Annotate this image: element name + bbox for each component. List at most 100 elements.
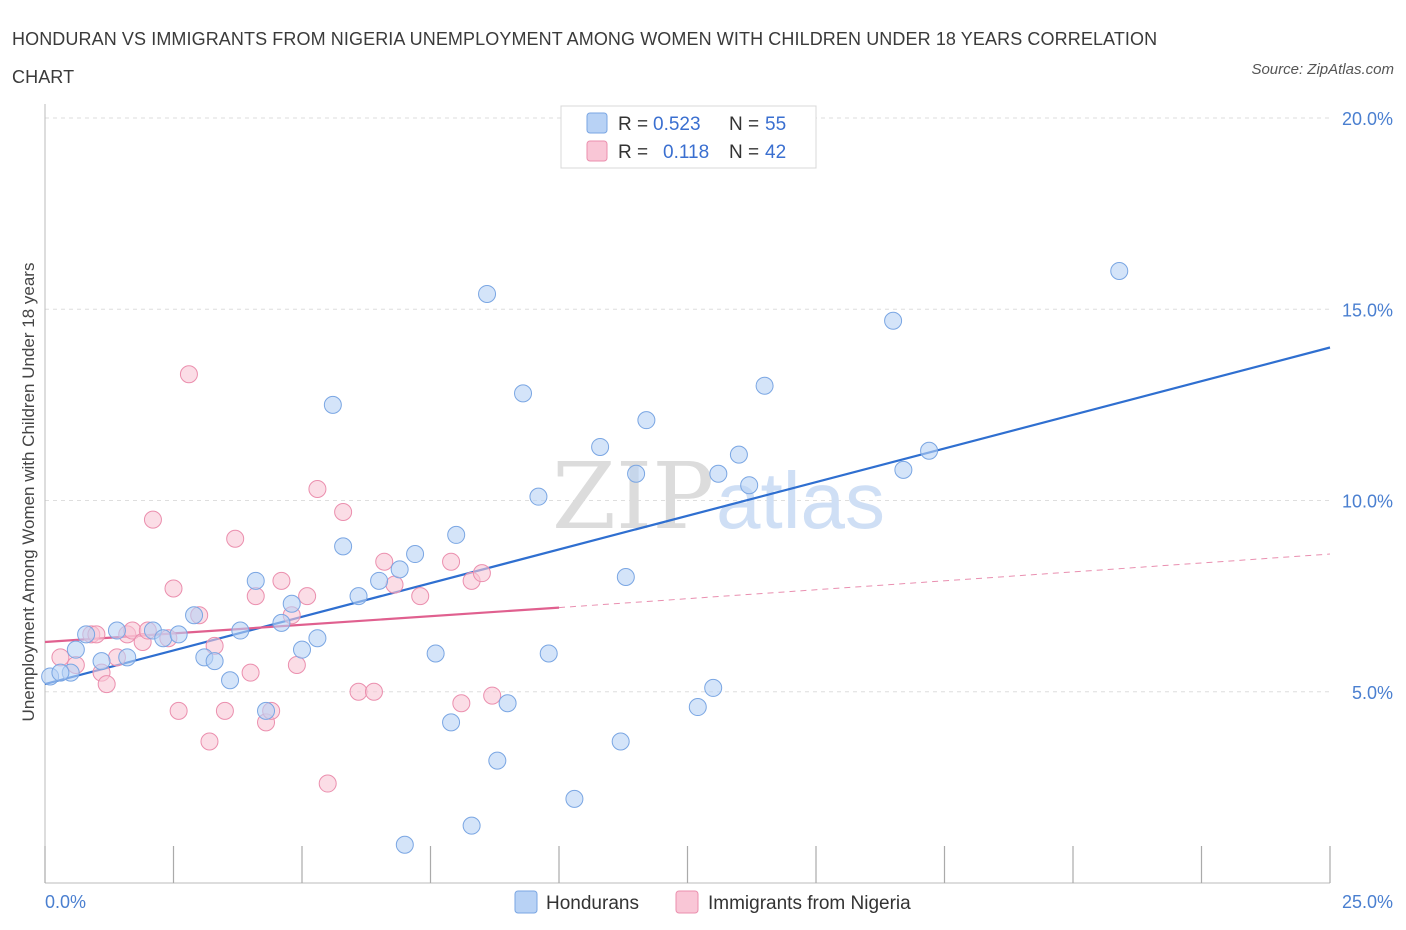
honduran-point: [92, 652, 111, 671]
honduran-point: [395, 835, 414, 854]
honduran-point: [334, 537, 353, 556]
nigeria-point: [318, 774, 337, 793]
honduran-point: [205, 652, 224, 671]
watermark: ZIP atlas: [552, 443, 885, 550]
legend-n-label-1: N =: [729, 114, 759, 135]
honduran-point: [478, 284, 497, 303]
nigeria-point: [272, 571, 291, 590]
honduran-point: [426, 644, 445, 663]
honduran-point: [406, 545, 425, 564]
honduran-point: [740, 476, 759, 495]
honduran-point: [591, 437, 610, 456]
source-label: Source: ZipAtlas.com: [1251, 61, 1394, 78]
honduran-point: [169, 625, 188, 644]
x-tick-label: 0.0%: [45, 892, 86, 912]
honduran-point: [894, 460, 913, 479]
honduran-point: [77, 625, 96, 644]
nigeria-point: [364, 682, 383, 701]
y-axis-title: Unemployment Among Women with Children U…: [19, 263, 38, 722]
honduran-point: [390, 560, 409, 579]
bottom-legend: Hondurans Immigrants from Nigeria: [514, 890, 911, 914]
nigeria-point: [143, 510, 162, 529]
honduran-point: [709, 464, 728, 483]
legend-r-value-2: 0.118: [663, 142, 709, 163]
nigeria-point: [200, 732, 219, 751]
nigeria-point: [215, 701, 234, 720]
nigeria-point: [169, 701, 188, 720]
honduran-point: [529, 487, 548, 506]
nigeria-point: [334, 502, 353, 521]
honduran-point: [442, 713, 461, 732]
honduran-point: [308, 629, 327, 648]
legend-n-value-2: 42: [765, 142, 786, 163]
honduran-point: [447, 525, 466, 544]
honduran-point: [257, 701, 276, 720]
legend-r-value-1: 0.523: [653, 114, 701, 135]
watermark-zip: ZIP: [552, 443, 714, 550]
nigeria-point: [241, 663, 260, 682]
nigeria-point: [385, 575, 404, 594]
honduran-point: [293, 640, 311, 659]
data-points: [41, 262, 1129, 854]
honduran-point: [514, 384, 533, 403]
nigeria-trend-extension: [558, 553, 1331, 609]
honduran-point: [107, 621, 126, 640]
axes: [44, 104, 1331, 884]
honduran-point: [704, 678, 723, 697]
nigeria-point: [375, 552, 394, 571]
bottom-legend-swatch-nigeria: [675, 890, 699, 914]
nigeria-point: [308, 480, 327, 499]
legend-r-label-2: R =: [618, 142, 648, 163]
legend: R = 0.523 N = 55 R = 0.118 N = 42: [560, 105, 817, 169]
nigeria-point: [287, 655, 306, 674]
nigeria-point: [164, 579, 183, 598]
legend-swatch-nigeria: [586, 140, 608, 162]
honduran-point: [462, 816, 481, 835]
nigeria-point: [226, 529, 245, 548]
honduran-point: [616, 568, 635, 586]
y-tick-label: 20.0%: [1342, 109, 1393, 129]
tick-labels: 5.0% 10.0% 15.0% 20.0% 0.0% 25.0%: [45, 109, 1393, 912]
bottom-legend-label-nigeria: Immigrants from Nigeria: [708, 893, 911, 914]
nigeria-point: [179, 365, 198, 384]
nigeria-point: [298, 587, 317, 606]
bottom-legend-label-hondurans: Hondurans: [546, 893, 639, 914]
honduran-point: [154, 629, 173, 648]
nigeria-point: [452, 694, 471, 713]
legend-swatch-hondurans: [586, 112, 608, 134]
nigeria-point: [51, 648, 70, 667]
honduran-point: [920, 441, 939, 460]
honduran-point: [282, 594, 301, 613]
honduran-point: [66, 640, 85, 659]
nigeria-point: [442, 552, 461, 571]
nigeria-point: [483, 686, 502, 705]
honduran-point: [118, 648, 137, 667]
honduran-point: [221, 671, 240, 690]
honduran-point: [637, 411, 656, 430]
honduran-point: [370, 571, 389, 590]
y-tick-label: 15.0%: [1342, 300, 1393, 320]
nigeria-point: [411, 587, 430, 606]
honduran-point: [729, 445, 748, 464]
nigeria-point: [246, 587, 265, 606]
watermark-atlas: atlas: [716, 456, 885, 545]
honduran-point: [498, 694, 517, 713]
nigeria-point: [97, 675, 116, 694]
honduran-point: [246, 571, 265, 590]
y-tick-label: 5.0%: [1352, 683, 1393, 703]
nigeria-point: [472, 564, 491, 583]
legend-n-value-1: 55: [765, 114, 786, 135]
honduran-point: [539, 644, 558, 663]
legend-n-label-2: N =: [729, 142, 759, 163]
honduran-point: [185, 606, 204, 625]
honduran-point: [231, 621, 250, 640]
gridlines: [45, 117, 1330, 693]
legend-r-label-1: R =: [618, 114, 648, 135]
honduran-point: [1110, 262, 1129, 280]
honduran-point: [627, 464, 646, 483]
honduran-point: [51, 663, 70, 682]
honduran-point: [755, 376, 774, 395]
chart-title: HONDURAN VS IMMIGRANTS FROM NIGERIA UNEM…: [12, 29, 1158, 87]
honduran-point: [688, 698, 707, 717]
